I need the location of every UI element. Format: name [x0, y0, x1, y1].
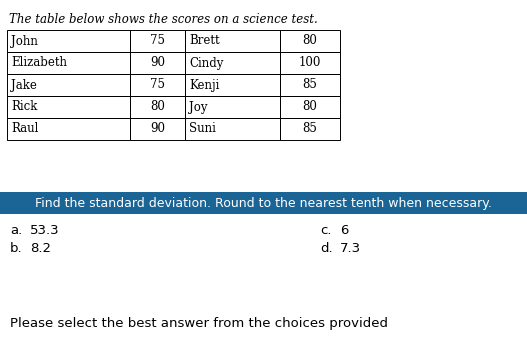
Text: d.: d. — [320, 241, 333, 255]
Bar — [280, 118, 340, 140]
Text: c.: c. — [320, 223, 331, 236]
Text: Find the standard deviation. Round to the nearest tenth when necessary.: Find the standard deviation. Round to th… — [35, 196, 492, 210]
Bar — [7, 118, 130, 140]
Text: The table below shows the scores on a science test.: The table below shows the scores on a sc… — [9, 13, 318, 26]
Bar — [280, 52, 340, 74]
Text: Elizabeth: Elizabeth — [11, 56, 67, 70]
Text: 85: 85 — [302, 122, 317, 136]
Text: Brett: Brett — [189, 35, 220, 47]
Bar — [130, 30, 185, 52]
Text: 7.3: 7.3 — [340, 241, 361, 255]
Text: Kenji: Kenji — [189, 79, 219, 91]
Bar — [7, 52, 130, 74]
Bar — [185, 118, 280, 140]
Bar — [0, 192, 527, 214]
Text: Joy: Joy — [189, 101, 208, 114]
Bar — [7, 74, 130, 96]
Text: Jake: Jake — [11, 79, 37, 91]
Text: Please select the best answer from the choices provided: Please select the best answer from the c… — [10, 317, 388, 331]
Bar — [280, 74, 340, 96]
Text: 6: 6 — [340, 223, 348, 236]
Text: 90: 90 — [150, 56, 165, 70]
Bar — [7, 30, 130, 52]
Text: 80: 80 — [150, 101, 165, 114]
Bar — [185, 96, 280, 118]
Text: b.: b. — [10, 241, 23, 255]
Text: 8.2: 8.2 — [30, 241, 51, 255]
Text: 90: 90 — [150, 122, 165, 136]
Bar — [130, 52, 185, 74]
Bar — [130, 118, 185, 140]
Text: 75: 75 — [150, 79, 165, 91]
Text: 80: 80 — [302, 101, 317, 114]
Bar — [185, 30, 280, 52]
Text: a.: a. — [10, 223, 22, 236]
Text: 53.3: 53.3 — [30, 223, 60, 236]
Text: 100: 100 — [299, 56, 321, 70]
Text: Raul: Raul — [11, 122, 38, 136]
Text: 85: 85 — [302, 79, 317, 91]
Bar — [185, 52, 280, 74]
Bar — [280, 96, 340, 118]
Text: Rick: Rick — [11, 101, 37, 114]
Text: Cindy: Cindy — [189, 56, 223, 70]
Bar — [280, 30, 340, 52]
Bar — [7, 96, 130, 118]
Text: John: John — [11, 35, 38, 47]
Text: 75: 75 — [150, 35, 165, 47]
Bar — [130, 74, 185, 96]
Bar — [185, 74, 280, 96]
Text: Suni: Suni — [189, 122, 216, 136]
Text: 80: 80 — [302, 35, 317, 47]
Bar — [130, 96, 185, 118]
